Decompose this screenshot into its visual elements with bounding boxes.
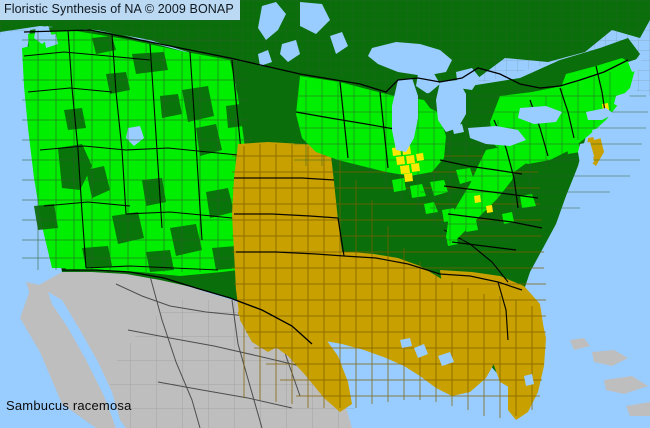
bonap-credit-bar: Floristic Synthesis of NA © 2009 BONAP [0,0,240,20]
species-name-label: Sambucus racemosa [6,398,132,413]
coastline-detail [400,58,644,386]
great-lakes [368,42,562,152]
region-great-plains-absent [232,136,604,420]
rare-county-kentucky [474,195,481,203]
national-borders [23,29,629,345]
region-west-present [22,26,258,276]
rare-county-tennessee [486,205,493,213]
